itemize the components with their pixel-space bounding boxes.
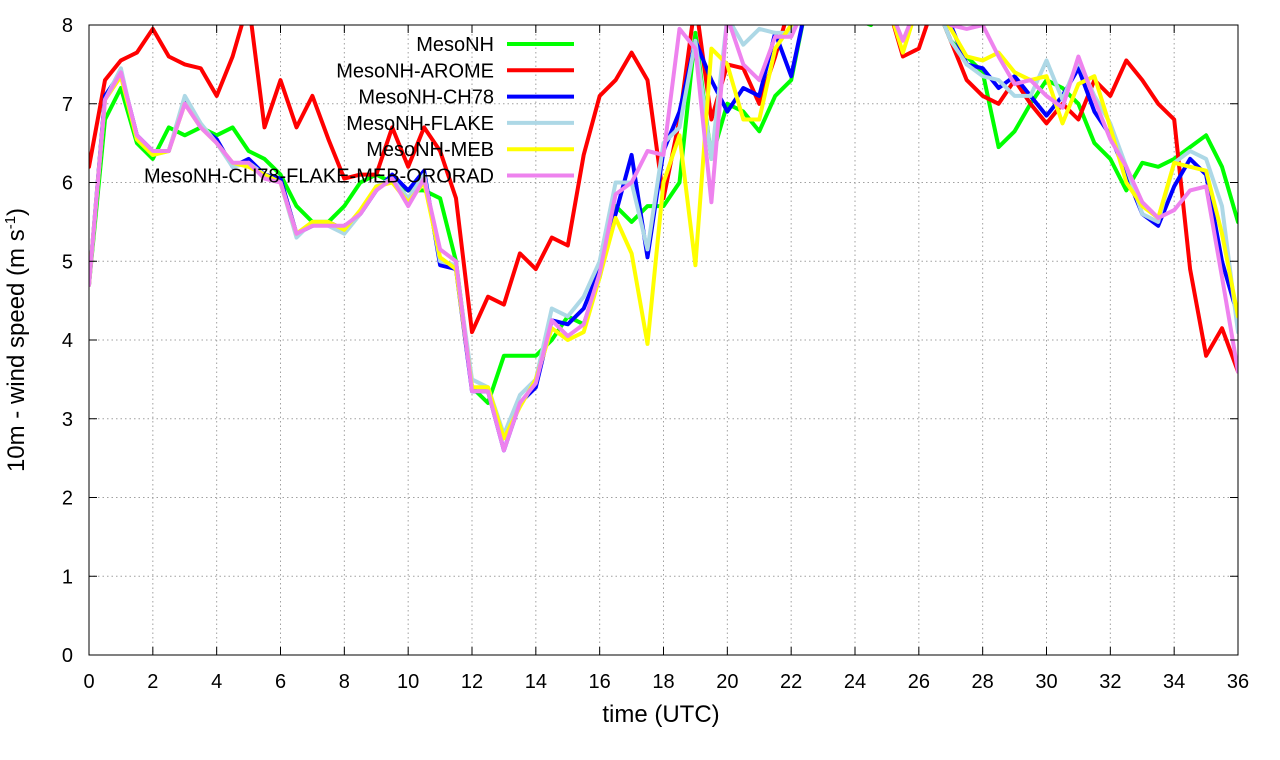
x-tick-label: 4 xyxy=(211,671,222,693)
y-tick-label: 5 xyxy=(62,251,73,273)
legend-label: MesoNH-AROME xyxy=(336,60,494,82)
x-tick-label: 0 xyxy=(83,671,94,693)
x-tick-label: 20 xyxy=(716,671,738,693)
y-axis-title: 10m - wind speed (m s-1) xyxy=(2,208,30,472)
x-tick-label: 10 xyxy=(397,671,419,693)
legend: MesoNH MesoNH-AROME MesoNH-CH78 MesoNH-FLAK… xyxy=(144,34,574,188)
y-tick-label: 7 xyxy=(62,94,73,116)
series-line-mesonh-ch78-flake-meb-ororad xyxy=(89,1,1238,450)
x-tick-label: 34 xyxy=(1163,671,1185,693)
y-tick-label: 2 xyxy=(62,488,73,510)
y-tick-label: 8 xyxy=(62,15,73,37)
x-tick-label: 12 xyxy=(461,671,483,693)
legend-label: MesoNH xyxy=(416,34,494,56)
x-tick-label: 14 xyxy=(525,671,547,693)
y-axis-title-main: 10m - wind speed (m s xyxy=(3,229,30,472)
series-line-mesonh-ch78 xyxy=(89,1,1238,450)
x-tick-label: 26 xyxy=(908,671,930,693)
x-tick-label: 22 xyxy=(780,671,802,693)
y-axis-title-sup: -1 xyxy=(2,216,19,229)
x-tick-label: 24 xyxy=(844,671,866,693)
y-tick-label: 4 xyxy=(62,330,73,352)
x-tick-label: 28 xyxy=(972,671,994,693)
x-tick-label: 36 xyxy=(1227,671,1249,693)
x-tick-label: 6 xyxy=(275,671,286,693)
y-tick-label: 3 xyxy=(62,409,73,431)
y-tick-labels: 0 1 2 3 4 5 6 7 8 xyxy=(62,15,73,667)
y-tick-label: 1 xyxy=(62,566,73,588)
y-tick-label: 0 xyxy=(62,645,73,667)
x-tick-label: 8 xyxy=(339,671,350,693)
y-tick-label: 6 xyxy=(62,173,73,195)
x-tick-label: 32 xyxy=(1099,671,1121,693)
legend-label: MesoNH-MEB xyxy=(366,139,494,161)
x-axis-title: time (UTC) xyxy=(602,701,719,728)
x-tick-label: 16 xyxy=(589,671,611,693)
legend-label: MesoNH-CH78-FLAKE-MEB-ORORAD xyxy=(144,166,494,188)
series-lines xyxy=(89,1,1238,450)
legend-label: MesoNH-FLAKE xyxy=(346,113,494,135)
x-tick-labels: 0 2 4 6 8 10 12 14 16 18 20 22 24 26 28 30 32 34 36 xyxy=(83,671,1249,693)
x-tick-label: 2 xyxy=(147,671,158,693)
legend-label: MesoNH-CH78 xyxy=(358,87,494,109)
x-tick-label: 30 xyxy=(1035,671,1057,693)
x-tick-label: 18 xyxy=(652,671,674,693)
y-axis-title-end: ) xyxy=(3,208,30,216)
